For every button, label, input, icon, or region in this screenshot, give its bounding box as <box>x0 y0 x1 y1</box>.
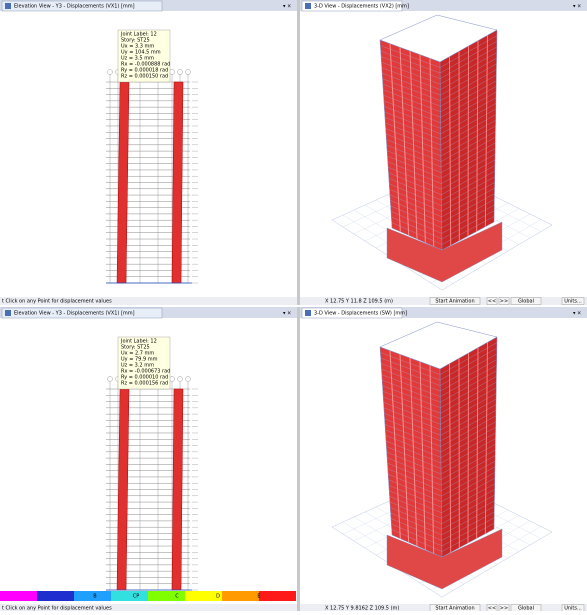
prev-button-label[interactable]: << <box>488 299 496 305</box>
status-coords: X 12.75 Y 9.8162 Z 109.5 (m) <box>325 606 399 612</box>
deformed-column <box>172 389 183 590</box>
next-button-label[interactable]: >> <box>500 299 508 305</box>
coordinate-system-dropdown-label[interactable]: Global <box>518 606 534 612</box>
grid-bubble <box>186 377 191 382</box>
legend-swatch <box>111 591 148 601</box>
tab-title[interactable]: Elevation View - Y3 - Displacements (VX1… <box>14 311 135 317</box>
legend-label: B <box>93 594 97 600</box>
window-controls[interactable]: ▾ × <box>573 311 581 317</box>
tooltip-line: Rz = 0.000156 rad <box>121 381 168 387</box>
column-strip <box>468 353 469 543</box>
animate-button-label[interactable]: Start Animation <box>435 299 474 305</box>
row: ▾ × ▾ × Elevation View - Y3 - Displacement… <box>0 0 587 305</box>
animate-button-label[interactable]: Start Animation <box>435 606 474 612</box>
next-button-label[interactable]: >> <box>500 606 508 612</box>
tab-icon <box>305 310 311 316</box>
deformed-column <box>172 82 183 283</box>
row: ▾ × ▾ × Elevation View - Y3 - Displacement… <box>0 307 587 611</box>
status-hint: t Click on any Point for displacement va… <box>2 606 112 612</box>
legend-swatch <box>222 591 259 601</box>
legend-swatch <box>259 591 296 601</box>
legend-swatch <box>37 591 74 601</box>
column-strip <box>468 46 469 236</box>
units-button-label[interactable]: Units... <box>564 299 582 305</box>
status-coords: X 12.75 Y 11.8 Z 109.5 (m) <box>325 299 393 305</box>
units-button-label[interactable]: Units... <box>564 606 582 612</box>
grid-bubble <box>178 70 183 75</box>
tooltip-line: Rz = 0.000150 rad <box>121 74 168 80</box>
status-hint: t Click on any Point for displacement va… <box>2 299 112 305</box>
legend-label: D <box>216 594 220 600</box>
grid-bubble <box>108 377 113 382</box>
legend-label: C <box>175 594 179 600</box>
grid-bubble <box>108 70 113 75</box>
tab-icon <box>305 3 311 9</box>
tab-icon <box>5 310 11 316</box>
coordinate-system-dropdown-label[interactable]: Global <box>518 299 534 305</box>
prev-button-label[interactable]: << <box>488 606 496 612</box>
grid-bubble <box>186 70 191 75</box>
legend-label: E <box>257 594 260 600</box>
legend-swatch <box>148 591 185 601</box>
grid-bubble <box>178 377 183 382</box>
grid-bubble <box>170 70 175 75</box>
tab-icon <box>5 3 11 9</box>
legend-swatch <box>0 591 37 601</box>
screen: ▾ × ▾ × Elevation View - Y3 - Displacement… <box>0 0 587 611</box>
window-controls[interactable]: ▾ × <box>573 4 581 10</box>
page: {"rows":[ {"elevation":{"tab":"Elevation… <box>0 0 587 611</box>
window-controls[interactable]: ▾ × <box>283 311 291 317</box>
grid-bubble <box>170 377 175 382</box>
window-controls[interactable]: ▾ × <box>283 4 291 10</box>
tab-title[interactable]: 3-D View - Displacements (VX2) [mm] <box>314 4 409 10</box>
tab-title[interactable]: 3-D View - Displacements (SW) [mm] <box>314 311 407 317</box>
tab-title[interactable]: Elevation View - Y3 - Displacements (VX1… <box>14 4 135 10</box>
legend-label: CP <box>133 594 140 600</box>
